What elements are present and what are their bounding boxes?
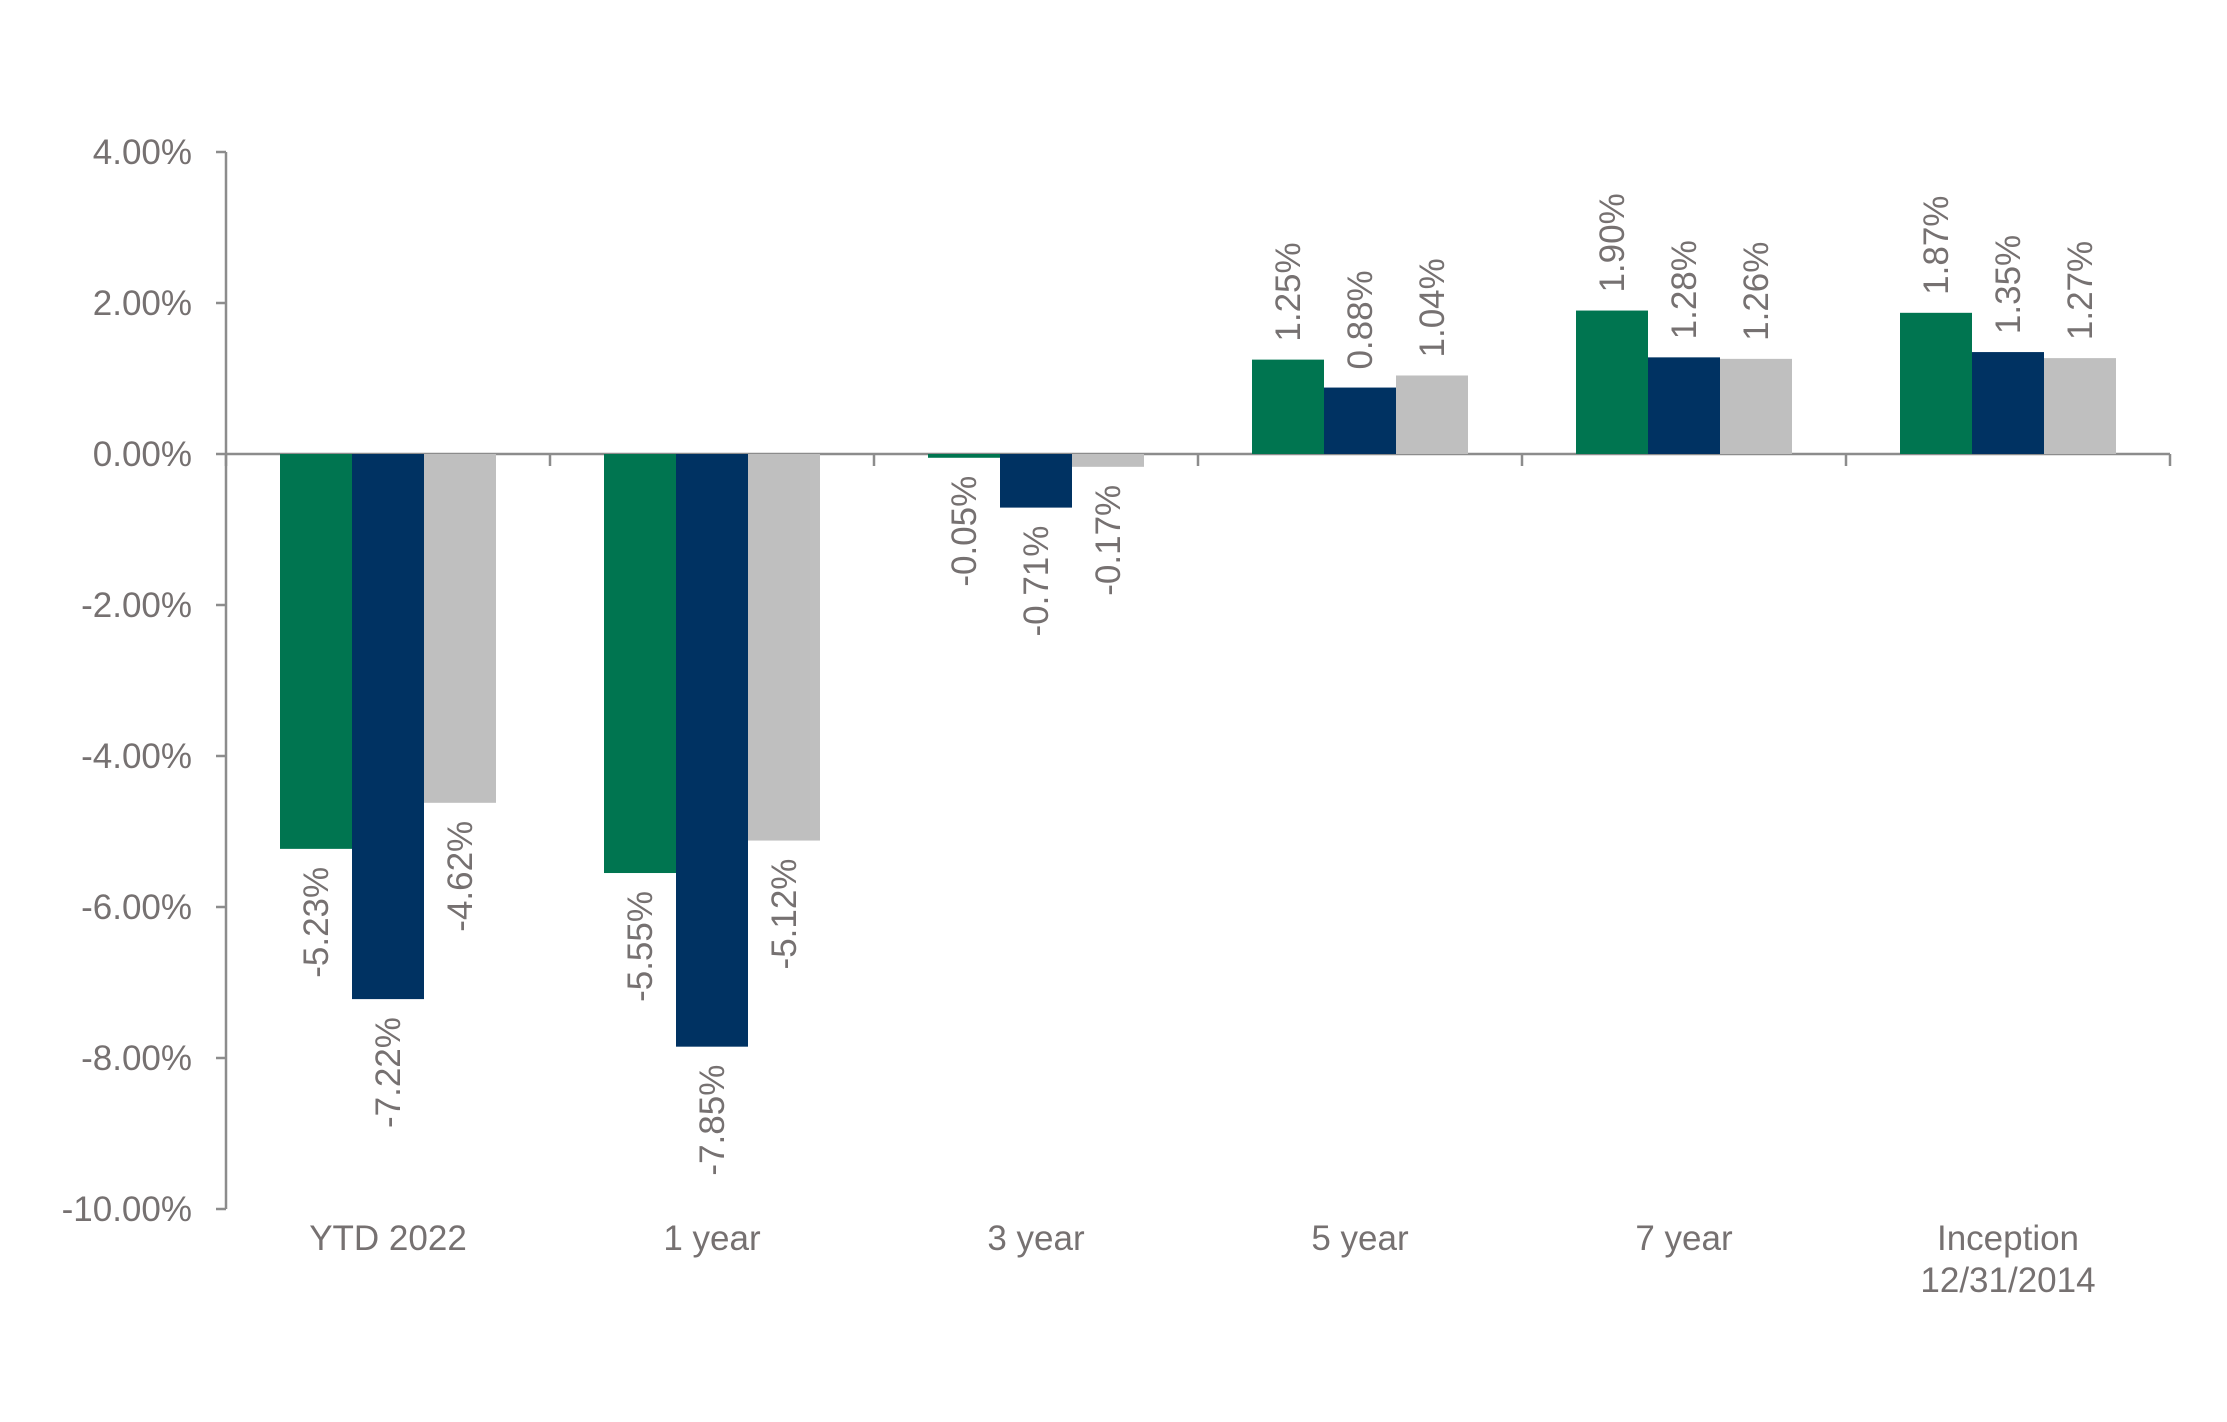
y-tick-label: -6.00% <box>81 888 192 927</box>
y-tick-label: -2.00% <box>81 586 192 625</box>
data-label: -0.05% <box>945 476 984 587</box>
data-label: -5.55% <box>621 891 660 1002</box>
data-label: -5.23% <box>297 867 336 978</box>
bar <box>424 454 496 803</box>
x-category-label: YTD 2022 <box>309 1219 467 1258</box>
bar <box>1000 454 1072 508</box>
x-category-label: 7 year <box>1635 1219 1733 1258</box>
data-label: -7.22% <box>369 1017 408 1128</box>
bar <box>352 454 424 1000</box>
y-axis: 4.00% 2.00% 0.00% -2.00% -4.00% -6.00% -8.00% -… <box>62 133 228 1229</box>
data-label: 1.25% <box>1269 242 1308 341</box>
data-label: 1.87% <box>1917 196 1956 295</box>
x-category-label: Inception <box>1937 1219 2079 1258</box>
data-label: -0.17% <box>1089 485 1128 596</box>
bar <box>928 454 1000 458</box>
bar <box>1252 359 1324 454</box>
data-label: -7.85% <box>693 1065 732 1176</box>
bar <box>1072 454 1144 467</box>
data-label: -0.71% <box>1017 526 1056 637</box>
y-tick-label: 4.00% <box>93 133 192 172</box>
bar <box>676 454 748 1047</box>
x-category-label: 12/31/2014 <box>1920 1261 2095 1300</box>
bars <box>280 310 2116 1047</box>
x-category-label: 1 year <box>663 1219 761 1258</box>
data-label: 1.90% <box>1593 193 1632 292</box>
bar <box>748 454 820 841</box>
bar <box>1396 375 1468 454</box>
bar <box>1720 358 1792 454</box>
data-label: -5.12% <box>765 859 804 970</box>
x-axis: YTD 2022 1 year 3 year 5 year 7 year Inceptio… <box>224 452 2172 1300</box>
y-tick-label: 2.00% <box>93 284 192 323</box>
x-category-label: 5 year <box>1311 1219 1409 1258</box>
data-labels: -5.23% -7.22% -4.62% -5.55% -7.85% -5.12% -0.0… <box>297 193 2100 1175</box>
data-label: 0.88% <box>1341 270 1380 369</box>
y-tick-label: -4.00% <box>81 737 192 776</box>
bar <box>604 454 676 874</box>
bar <box>1576 310 1648 454</box>
bar <box>1324 387 1396 454</box>
bar <box>1900 312 1972 454</box>
bar <box>280 454 352 849</box>
data-label: 1.04% <box>1413 258 1452 357</box>
bar <box>2044 358 2116 454</box>
y-tick-label: 0.00% <box>93 435 192 474</box>
data-label: 1.28% <box>1665 240 1704 339</box>
bar <box>1972 352 2044 454</box>
y-tick-label: -8.00% <box>81 1039 192 1078</box>
data-label: 1.26% <box>1737 242 1776 341</box>
x-category-label: 3 year <box>987 1219 1085 1258</box>
data-label: 1.35% <box>1989 235 2028 334</box>
y-tick-label: -10.00% <box>62 1190 192 1229</box>
data-label: 1.27% <box>2061 241 2100 340</box>
data-label: -4.62% <box>441 821 480 932</box>
bar <box>1648 357 1720 454</box>
